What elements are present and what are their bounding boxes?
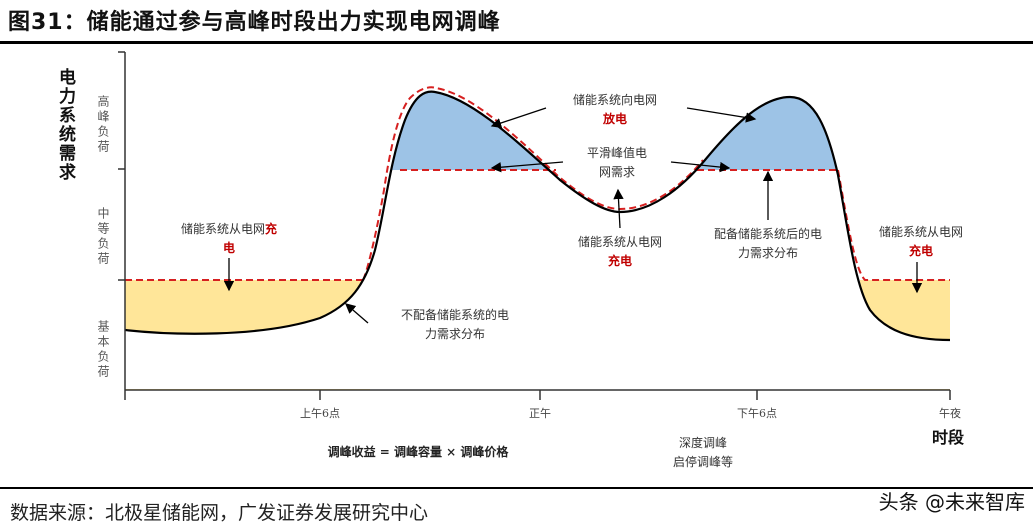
no-storage-demand-curve	[124, 90, 951, 342]
methods-line2: 启停调峰等	[673, 454, 733, 469]
x-tick-label: 正午	[529, 407, 551, 420]
annotation-charge-right: 储能系统从电网	[879, 224, 963, 239]
discharge-area	[391, 91, 837, 170]
annotation-charge-mid-red: 充电	[608, 253, 632, 268]
methods-line1: 深度调峰	[679, 435, 727, 450]
watermark: 头条 @未来智库	[878, 490, 1025, 514]
data-source: 数据来源：北极星储能网，广发证券发展研究中心	[10, 502, 429, 524]
figure-title: 图31：储能通过参与高峰时段出力实现电网调峰	[8, 10, 501, 35]
y-axis-title: 电力系统需求	[55, 67, 76, 182]
footer-divider	[0, 487, 1033, 489]
annotation-arrows	[223, 107, 923, 324]
x-tick-label: 午夜	[939, 406, 961, 420]
y-level-base: 基本负荷	[96, 320, 110, 380]
title-divider	[0, 41, 1033, 44]
y-axis	[118, 51, 126, 390]
x-axis-title: 时段	[932, 428, 965, 447]
x-tick-label: 上午6点	[300, 407, 340, 420]
annotation-smooth: 平滑峰值电	[587, 145, 647, 160]
annotation-charge-left: 储能系统从电网充	[181, 221, 277, 236]
annotation-no-storage-2: 力需求分布	[425, 327, 485, 341]
x-axis	[124, 389, 951, 400]
annotation-discharge: 储能系统向电网	[573, 92, 657, 107]
annotation-charge-right-red: 充电	[909, 243, 933, 258]
annotation-no-storage: 不配备储能系统的电	[401, 307, 509, 322]
annotation-with-storage-2: 力需求分布	[738, 246, 798, 260]
x-tick-label: 下午6点	[737, 407, 777, 420]
annotation-charge-left-red: 电	[223, 240, 235, 255]
annotation-charge-mid: 储能系统从电网	[578, 234, 662, 249]
annotation-smooth-2: 网需求	[599, 165, 635, 179]
annotation-discharge-red: 放电	[602, 111, 627, 126]
formula: 调峰收益 = 调峰容量 × 调峰价格	[328, 444, 510, 459]
annotation-with-storage: 配备储能系统后的电	[714, 226, 822, 241]
y-level-peak: 高峰负荷	[96, 94, 110, 155]
y-level-medium: 中等负荷	[96, 206, 110, 267]
